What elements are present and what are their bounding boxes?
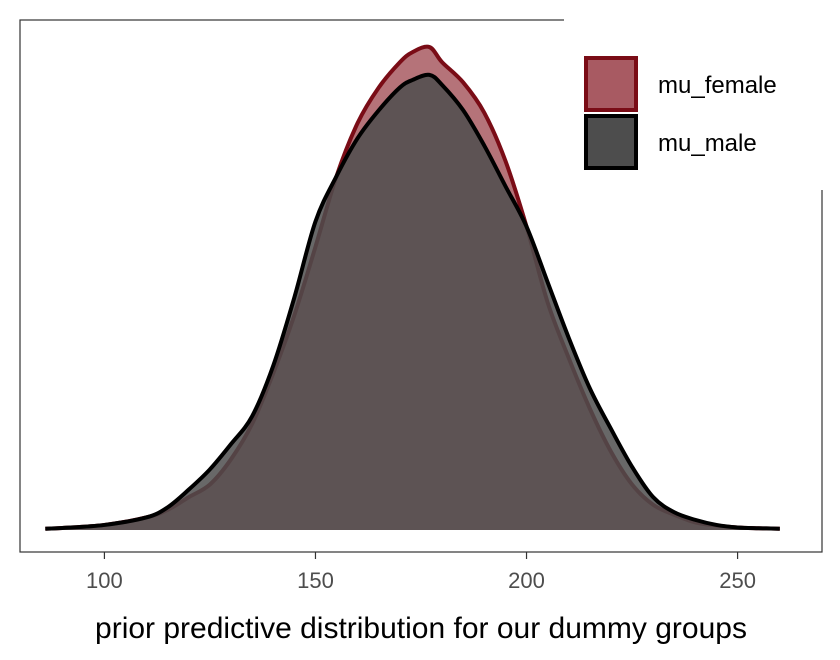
x-tick-label: 150 [297,568,334,593]
legend-label-mu-male: mu_male [658,130,757,157]
density-line-mu-male [45,72,780,531]
legend-key-mu-male [584,114,638,170]
legend-label-mu-female: mu_female [658,72,777,99]
x-tick-label: 250 [719,568,756,593]
series-layer [45,44,780,531]
x-tick-label: 100 [86,568,123,593]
legend-key-mu-female [584,56,638,112]
series-mu-male [45,72,780,531]
density-area-mu-male [45,74,780,531]
panel-border [19,19,823,553]
x-axis: 100 150 200 250 [86,552,756,593]
x-tick-label: 200 [508,568,545,593]
legend: mu_female mu_male [564,18,826,190]
x-axis-title: prior predictive distribution for our du… [95,612,747,645]
